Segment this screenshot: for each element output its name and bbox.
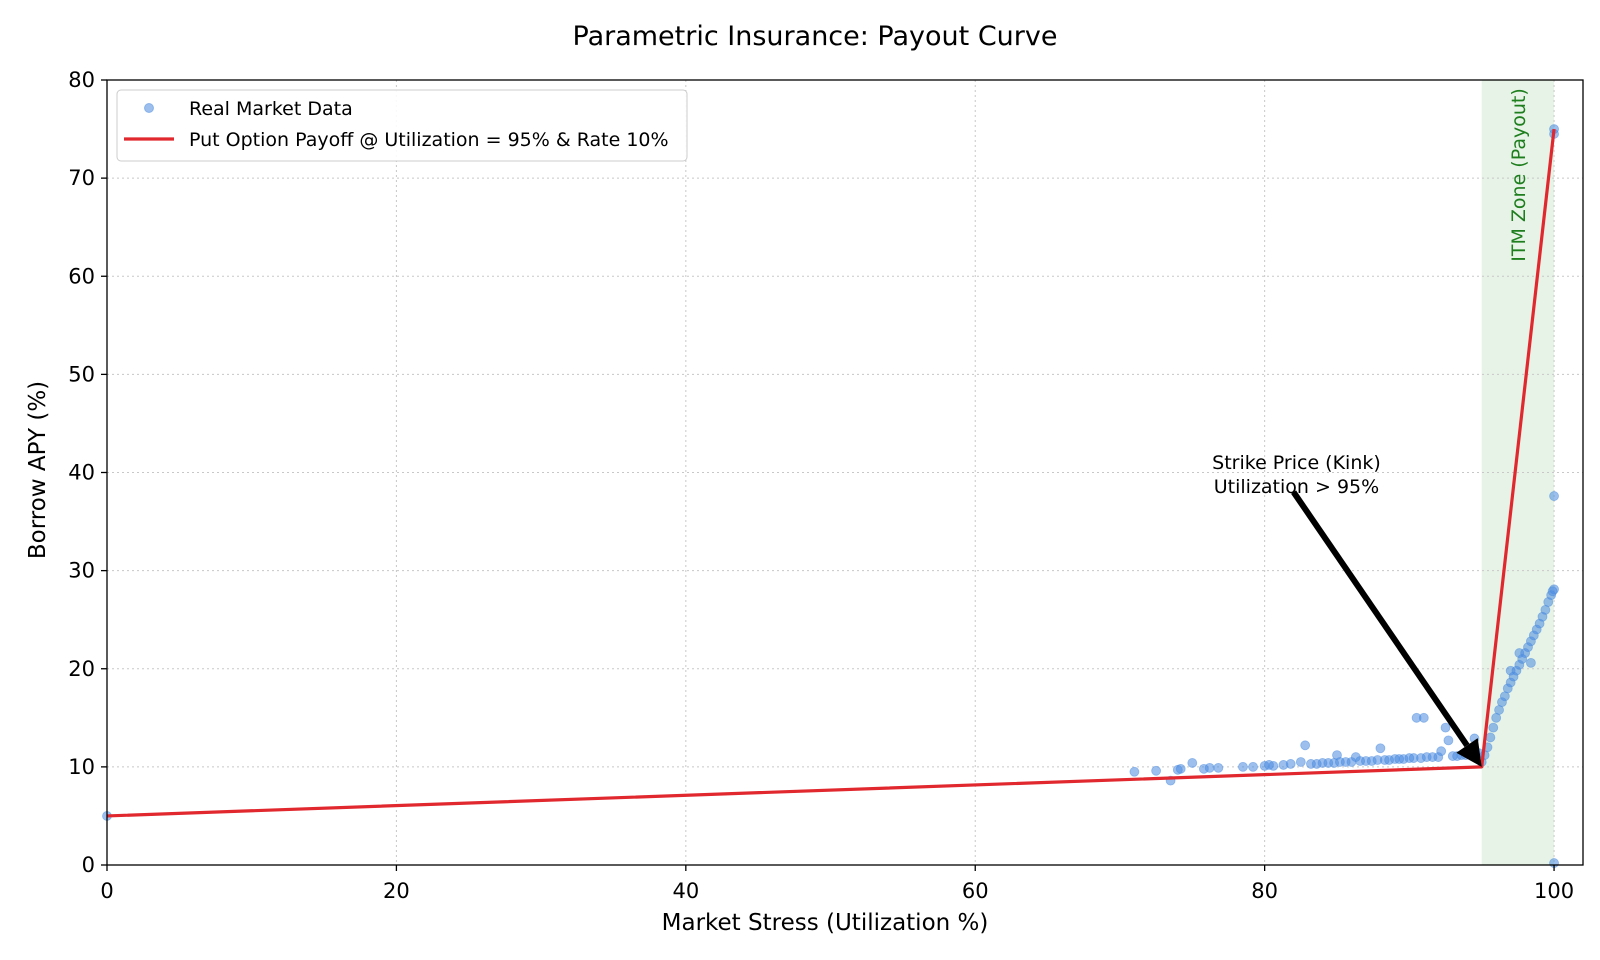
data-point bbox=[1175, 763, 1186, 774]
data-point bbox=[1151, 765, 1162, 776]
data-point bbox=[1375, 743, 1386, 754]
y-tick-label: 60 bbox=[68, 264, 95, 288]
legend-label-line: Put Option Payoff @ Utilization = 95% & … bbox=[189, 129, 669, 151]
data-point bbox=[1238, 761, 1248, 772]
data-point bbox=[1268, 760, 1279, 771]
data-point bbox=[1213, 762, 1224, 773]
data-point bbox=[1204, 762, 1215, 773]
y-tick-label: 70 bbox=[68, 166, 95, 190]
data-point bbox=[1129, 766, 1140, 777]
x-tick-label: 100 bbox=[1534, 879, 1574, 903]
annotation-arrow-head bbox=[1456, 738, 1482, 767]
data-point bbox=[1526, 657, 1536, 668]
y-axis-label: Borrow APY (%) bbox=[25, 381, 51, 559]
x-tick-label: 80 bbox=[1251, 879, 1278, 903]
data-point bbox=[1295, 757, 1306, 767]
itm-zone-label: ITM Zone (Payout) bbox=[1508, 88, 1530, 262]
y-tick-label: 0 bbox=[82, 853, 95, 877]
data-point bbox=[1300, 740, 1311, 751]
data-point bbox=[1549, 491, 1559, 501]
x-tick-label: 40 bbox=[672, 879, 699, 903]
y-tick-label: 80 bbox=[68, 68, 95, 92]
x-axis-label: Market Stress (Utilization %) bbox=[662, 910, 989, 936]
legend-box bbox=[116, 89, 688, 162]
x-tick-label: 20 bbox=[383, 879, 410, 903]
y-tick-label: 30 bbox=[68, 559, 95, 583]
annotation-arrow-shaft bbox=[1291, 490, 1470, 748]
y-tick-label: 20 bbox=[68, 657, 95, 681]
chart-title: Parametric Insurance: Payout Curve bbox=[573, 21, 1058, 52]
annotation-text-line2: Utilization > 95% bbox=[1214, 476, 1379, 498]
annotation-text-line1: Strike Price (Kink) bbox=[1212, 452, 1381, 474]
data-point bbox=[1440, 722, 1451, 733]
data-point bbox=[1485, 732, 1496, 743]
legend-label-scatter: Real Market Data bbox=[189, 98, 353, 120]
data-point bbox=[1248, 761, 1258, 772]
plot-area: ITM Zone (Payout) Strike Price (Kink)Util… bbox=[68, 68, 1584, 903]
y-tick-label: 50 bbox=[68, 362, 95, 386]
data-point bbox=[1443, 735, 1454, 746]
data-point bbox=[1418, 712, 1429, 723]
y-tick-label: 40 bbox=[68, 461, 95, 485]
data-point bbox=[1436, 746, 1447, 757]
x-tick-label: 60 bbox=[962, 879, 989, 903]
data-point bbox=[1187, 758, 1198, 768]
data-point bbox=[1488, 722, 1499, 733]
x-tick-label: 0 bbox=[100, 879, 113, 903]
legend-marker-scatter bbox=[144, 103, 154, 113]
legend: Real Market Data Put Option Payoff @ Util… bbox=[116, 89, 688, 162]
data-point bbox=[1285, 759, 1296, 769]
y-tick-label: 10 bbox=[68, 755, 95, 779]
data-point bbox=[1547, 586, 1558, 597]
